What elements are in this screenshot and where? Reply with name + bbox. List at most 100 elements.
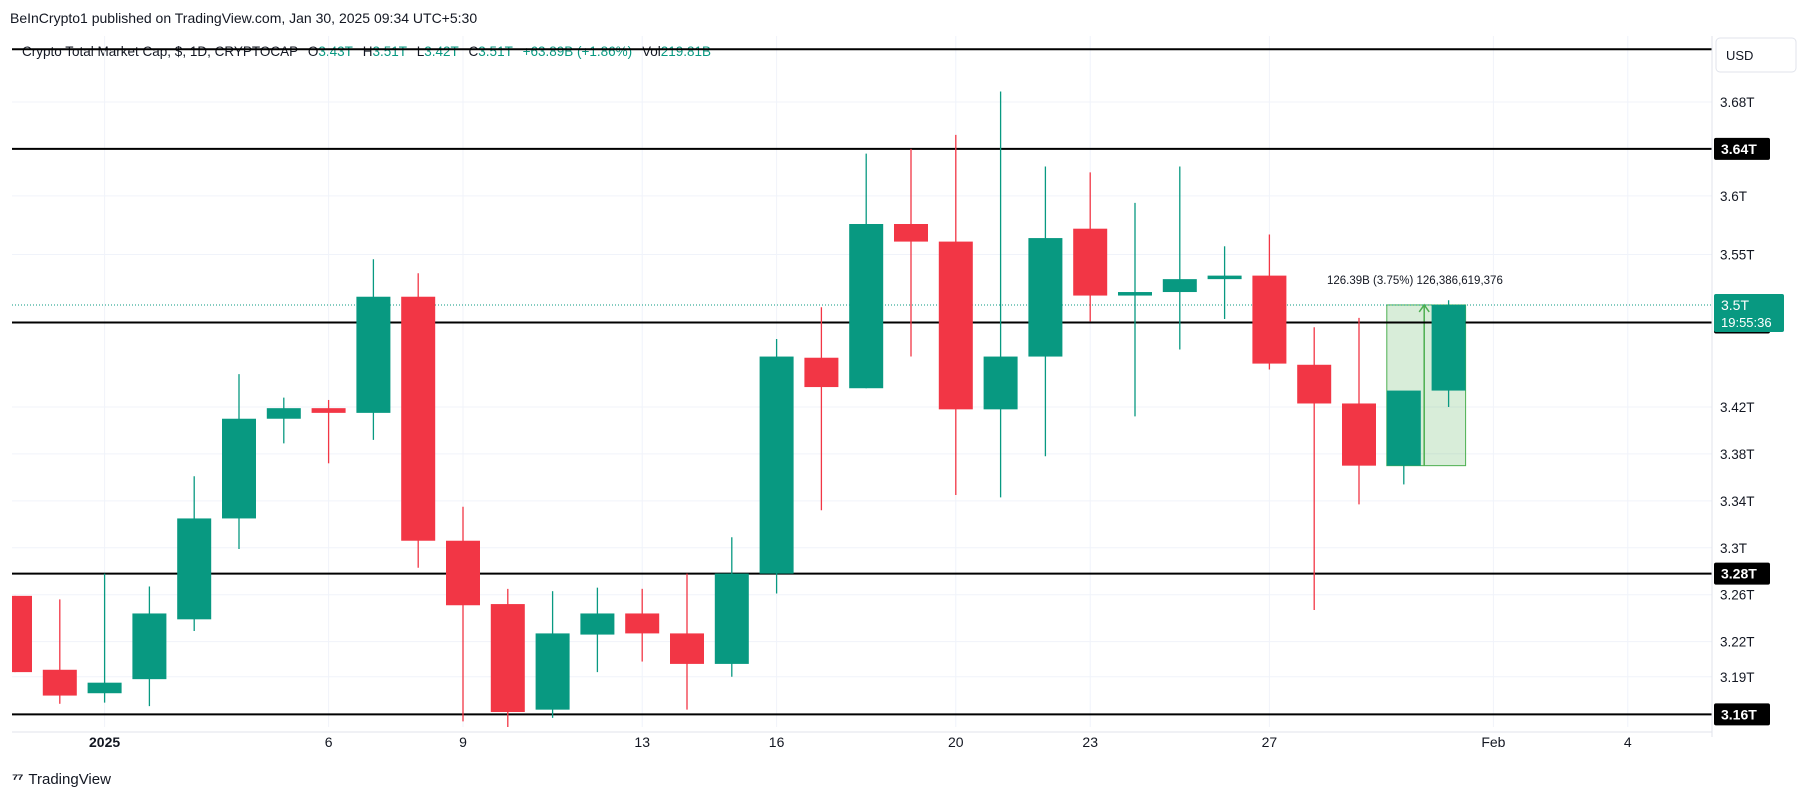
candle-body xyxy=(401,296,436,541)
candle-body xyxy=(580,613,615,635)
candle xyxy=(356,259,391,440)
candle-body xyxy=(1118,292,1152,296)
open-value: 3.43T xyxy=(318,44,353,59)
high-value: 3.51T xyxy=(372,44,407,59)
x-tick-label: 2025 xyxy=(89,734,120,750)
candle xyxy=(311,399,346,464)
candle-body xyxy=(670,633,704,664)
candle-body xyxy=(894,224,928,242)
candle xyxy=(670,573,704,710)
y-tick-label: 3.38T xyxy=(1720,447,1755,462)
x-tick-label: 27 xyxy=(1262,734,1278,750)
level-badge xyxy=(1714,137,1770,160)
currency-selector[interactable] xyxy=(1715,37,1797,73)
y-tick-label: 3.55T xyxy=(1720,248,1755,263)
candle-body xyxy=(311,408,346,413)
symbol-legend: Crypto Total Market Cap, $, 1D, CRYPTOCA… xyxy=(22,44,711,59)
level-badge-label: 3.64T xyxy=(1721,141,1757,157)
x-tick-label: 20 xyxy=(948,734,964,750)
candle xyxy=(177,476,212,632)
x-tick-label: Feb xyxy=(1481,734,1505,750)
candle-body xyxy=(804,357,839,388)
close-label: C xyxy=(468,44,479,59)
candle-body xyxy=(1297,364,1332,404)
close-value: 3.51T xyxy=(478,44,513,59)
candle xyxy=(894,148,928,357)
candle-body xyxy=(849,224,884,389)
currency-label: USD xyxy=(1726,48,1753,63)
candle xyxy=(1386,390,1421,485)
x-tick-label: 4 xyxy=(1624,734,1632,750)
x-tick-label: 16 xyxy=(769,734,785,750)
candle xyxy=(401,273,436,568)
candle-body xyxy=(1252,275,1287,364)
current-price-label: 3.5T xyxy=(1721,297,1749,313)
y-tick-label: 3.68T xyxy=(1720,95,1755,110)
candle-body xyxy=(266,408,301,419)
y-tick-label: 3.26T xyxy=(1720,588,1755,603)
y-tick-label: 3.19T xyxy=(1720,670,1755,685)
candle xyxy=(938,134,973,495)
candle xyxy=(1073,172,1108,322)
candle-body xyxy=(1342,403,1376,466)
candle-body xyxy=(714,573,749,664)
candle xyxy=(446,506,480,722)
candle xyxy=(625,588,660,662)
candle xyxy=(1431,300,1466,407)
candle xyxy=(1028,166,1063,457)
footer-brand: ⁷⁷ TradingView xyxy=(12,771,111,788)
candle xyxy=(983,91,1018,498)
candle-body xyxy=(535,633,570,710)
level-badge-label: 3.28T xyxy=(1721,566,1757,582)
candle-body xyxy=(1073,228,1108,296)
candle xyxy=(132,586,167,707)
y-tick-label: 3.6T xyxy=(1720,189,1747,204)
level-badge xyxy=(1714,703,1770,726)
candle-body xyxy=(1431,304,1466,391)
candle xyxy=(759,338,794,594)
x-tick-label: 6 xyxy=(325,734,333,750)
left-mask xyxy=(0,36,12,727)
y-tick-label: 3.22T xyxy=(1720,635,1755,650)
candle-body xyxy=(938,241,973,410)
candle-body xyxy=(490,604,525,712)
candle xyxy=(714,537,749,677)
candle xyxy=(1118,202,1152,417)
candle-body xyxy=(42,669,77,696)
candle xyxy=(490,588,525,727)
candle-body xyxy=(87,682,122,694)
open-label: O xyxy=(307,44,319,59)
current-price-badge xyxy=(1714,293,1784,332)
candle xyxy=(804,307,839,511)
candle xyxy=(42,599,77,704)
change-value: +63.89B (+1.86%) xyxy=(522,44,633,59)
measure-arrow-head xyxy=(1418,303,1430,313)
countdown-label: 19:55:36 xyxy=(1721,315,1772,330)
volume-value: 219.81B xyxy=(660,44,712,59)
measure-label: 126.39B (3.75%) 126,386,619,376 xyxy=(1327,275,1503,287)
candle xyxy=(535,591,570,718)
candle xyxy=(1252,234,1287,370)
candle-body xyxy=(446,540,480,606)
footer-brand-label: TradingView xyxy=(28,771,111,788)
candle xyxy=(1297,327,1332,610)
low-value: 3.42T xyxy=(424,44,459,59)
symbol-title[interactable]: Crypto Total Market Cap, $, 1D, CRYPTOCA… xyxy=(22,44,299,59)
volume-label: Vol xyxy=(641,44,661,59)
candle-body xyxy=(1162,279,1197,293)
candle-body xyxy=(983,356,1018,410)
level-badge-label: 3.16T xyxy=(1721,706,1757,722)
candle-body xyxy=(356,296,391,413)
y-tick-label: 3.34T xyxy=(1720,494,1755,509)
candle-body xyxy=(625,613,660,634)
grid xyxy=(12,36,1712,727)
candle xyxy=(266,397,301,444)
candle-body xyxy=(132,613,167,680)
candle-body xyxy=(177,518,212,620)
candle xyxy=(1342,317,1376,505)
candle-body xyxy=(1207,275,1242,280)
publisher-credit: BeInCrypto1 published on TradingView.com… xyxy=(10,10,478,26)
candle xyxy=(1162,166,1197,350)
candle-body xyxy=(759,356,794,574)
